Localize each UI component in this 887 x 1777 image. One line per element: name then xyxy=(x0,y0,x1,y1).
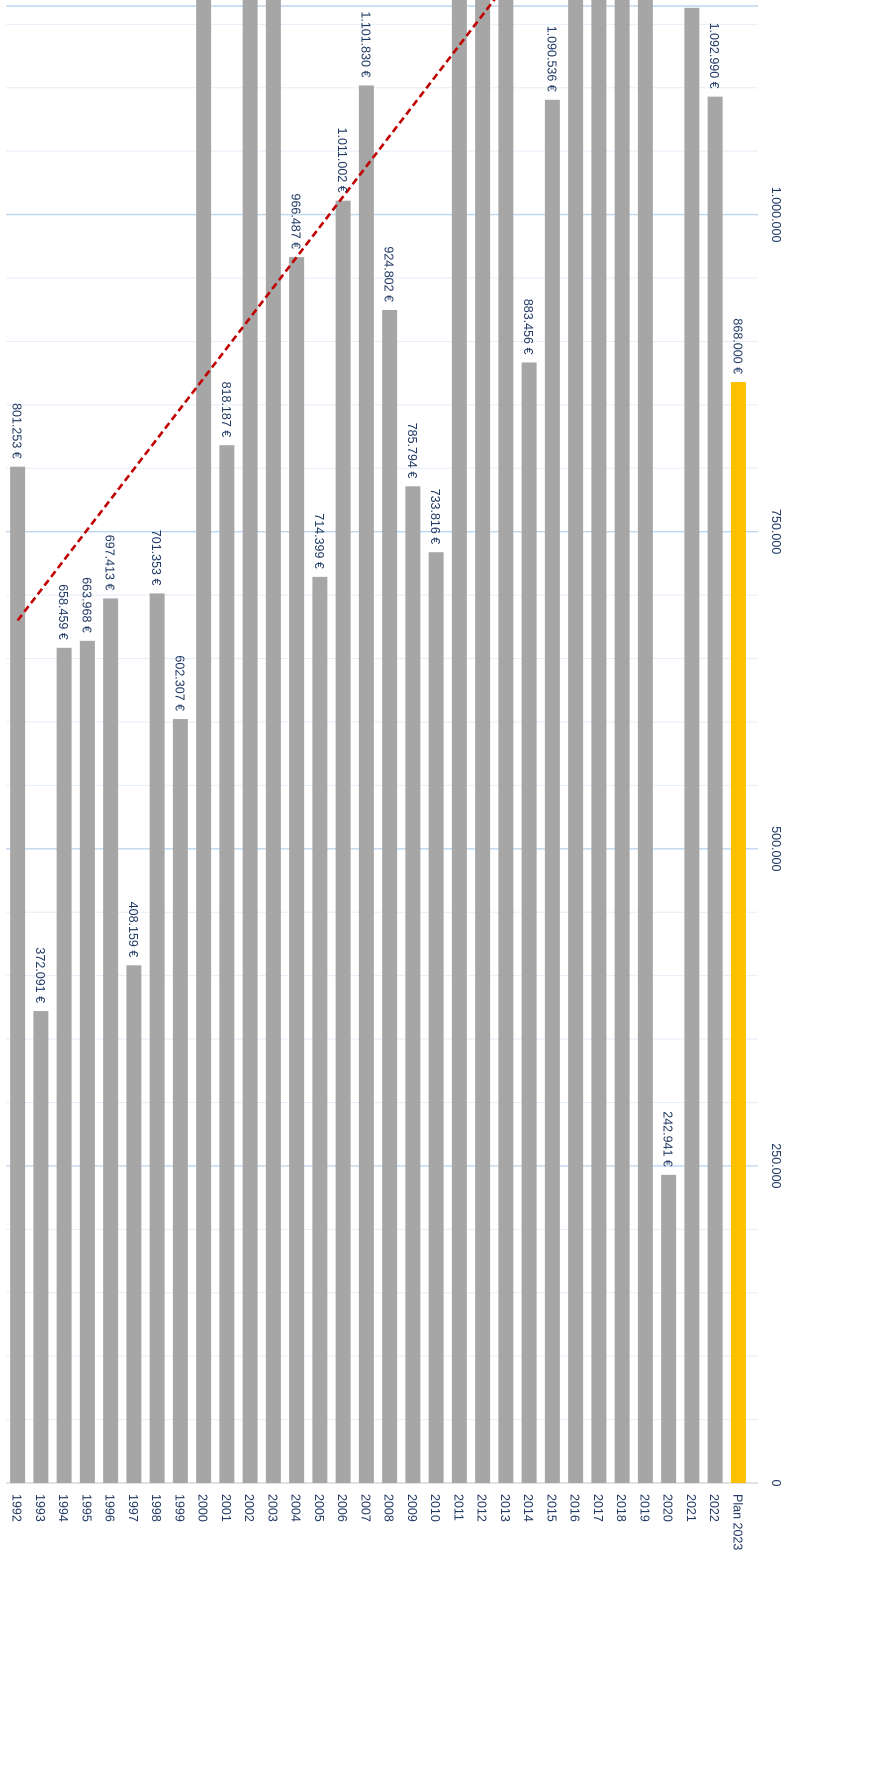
category-label: 1994 xyxy=(56,1494,70,1522)
data-label: 733.816 € xyxy=(428,489,442,545)
bar-1992 xyxy=(10,466,26,1484)
data-labels-layer: 801.253 € 372.091 € 658.459 € 663.968 € 697.… xyxy=(10,11,745,1167)
data-label: 408.159 € xyxy=(126,902,140,958)
category-label: 2003 xyxy=(265,1494,279,1522)
bar-plan-2023 xyxy=(730,382,746,1483)
category-label: 2019 xyxy=(637,1494,651,1522)
value-tick-label: 250.000 xyxy=(769,1143,783,1188)
bar-1998 xyxy=(149,593,165,1483)
category-label: 1992 xyxy=(10,1494,24,1522)
bar-2009 xyxy=(405,486,421,1483)
category-label: 2014 xyxy=(521,1494,535,1522)
bar-1993 xyxy=(33,1011,49,1483)
category-label: 1993 xyxy=(33,1494,47,1522)
category-label: 2008 xyxy=(382,1494,396,1522)
data-label: 1.011.002 € xyxy=(335,128,349,193)
data-label: 1.090.536 € xyxy=(544,26,558,92)
category-label: 2015 xyxy=(544,1494,558,1522)
data-label: 883.456 € xyxy=(521,299,535,355)
data-label: 1.101.830 € xyxy=(358,11,372,77)
category-label: 1998 xyxy=(149,1494,163,1522)
category-label: 2004 xyxy=(289,1494,303,1522)
category-label: 2018 xyxy=(614,1494,628,1522)
bar-2016 xyxy=(568,0,584,1483)
data-label: 714.399 € xyxy=(312,513,326,569)
bar-1996 xyxy=(103,598,119,1483)
category-label: 2005 xyxy=(312,1494,326,1522)
bar-1999 xyxy=(172,719,188,1483)
category-label: 2013 xyxy=(498,1494,512,1522)
bar-2001 xyxy=(219,445,235,1483)
trendline-layer xyxy=(16,0,496,622)
trendline xyxy=(16,0,496,622)
category-label: 2020 xyxy=(661,1494,675,1522)
bar-2021 xyxy=(684,7,700,1483)
category-label: 2016 xyxy=(568,1494,582,1522)
bar-2012 xyxy=(475,0,491,1483)
category-label: 1999 xyxy=(172,1494,186,1522)
data-label: 372.091 € xyxy=(33,947,47,1003)
value-tick-label: 750.000 xyxy=(769,509,783,554)
bar-2010 xyxy=(428,552,444,1483)
category-label: 1996 xyxy=(103,1494,117,1522)
data-label: 658.459 € xyxy=(56,584,70,640)
data-label: 801.253 € xyxy=(10,403,24,459)
bar-2014 xyxy=(521,362,537,1483)
bar-2008 xyxy=(382,309,398,1483)
data-label: 697.413 € xyxy=(103,535,117,591)
data-label: 242.941 € xyxy=(661,1111,675,1167)
bar-2006 xyxy=(335,200,351,1484)
category-label: 2011 xyxy=(451,1494,465,1521)
category-label: 1997 xyxy=(126,1494,140,1522)
category-label: 2009 xyxy=(405,1494,419,1522)
bar-1994 xyxy=(56,647,72,1483)
value-tick-label: 1.000.000 xyxy=(769,187,783,243)
data-label: 663.968 € xyxy=(79,577,93,633)
category-label: 2002 xyxy=(242,1494,256,1522)
category-label: 2010 xyxy=(428,1494,442,1522)
category-label: 2017 xyxy=(591,1494,605,1522)
bars-layer xyxy=(10,0,746,1484)
value-tick-label: 0 xyxy=(769,1480,783,1487)
bar-2013 xyxy=(498,0,514,1484)
bar-2020 xyxy=(661,1174,677,1483)
category-label: 2021 xyxy=(684,1494,698,1522)
category-label: 1995 xyxy=(79,1494,93,1522)
bar-2019 xyxy=(637,0,653,1484)
data-label: 1.092.990 € xyxy=(707,23,721,89)
bar-2005 xyxy=(312,576,328,1483)
category-label: 2012 xyxy=(475,1494,489,1522)
bar-2015 xyxy=(544,99,560,1483)
data-label: 602.307 € xyxy=(172,655,186,711)
category-label: 2006 xyxy=(335,1494,349,1522)
data-label: 868.000 € xyxy=(730,318,744,374)
bar-2003 xyxy=(265,0,281,1483)
bar-2004 xyxy=(289,257,305,1483)
category-axis-labels: 1992 1993 1994 1995 1996 1997 1998 1999 2000 2001… xyxy=(10,1494,745,1550)
value-axis-ticks: 0250.000500.000750.0001.000.0001.250.000… xyxy=(769,187,783,1487)
data-label: 818.187 € xyxy=(219,382,233,438)
bar-2007 xyxy=(358,85,374,1483)
bar-2000 xyxy=(196,0,212,1483)
bar-2011 xyxy=(451,0,467,1484)
bar-2022 xyxy=(707,96,723,1483)
category-label: 2007 xyxy=(358,1494,372,1522)
bar-2017 xyxy=(591,0,607,1483)
category-label: 2022 xyxy=(707,1494,721,1522)
category-label: 2001 xyxy=(219,1494,233,1522)
category-label: 2000 xyxy=(196,1494,210,1522)
bar-2018 xyxy=(614,0,630,1483)
bar-1995 xyxy=(79,640,95,1483)
value-tick-label: 500.000 xyxy=(769,826,783,871)
bar-1997 xyxy=(126,965,142,1483)
data-label: 966.487 € xyxy=(289,193,303,249)
data-label: 701.353 € xyxy=(149,530,163,586)
data-label: 924.802 € xyxy=(382,246,396,302)
category-label: Plan 2023 xyxy=(730,1494,744,1550)
data-label: 785.794 € xyxy=(405,423,419,479)
bar-2002 xyxy=(242,0,258,1484)
